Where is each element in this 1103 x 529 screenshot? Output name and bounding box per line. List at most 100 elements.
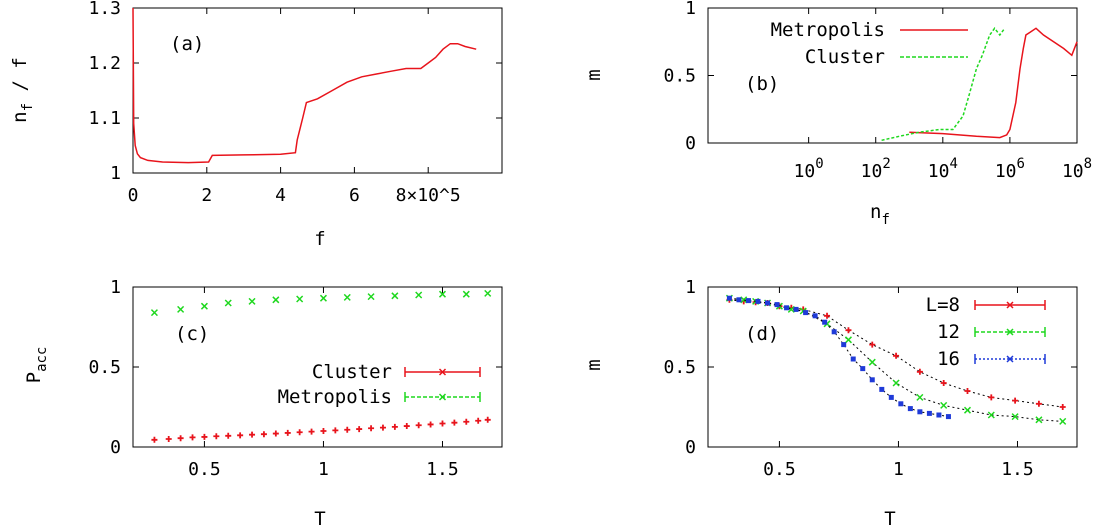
data-point: [332, 427, 339, 434]
x-tick-label: 0: [128, 185, 139, 206]
data-point: [319, 294, 327, 302]
data-point: [439, 420, 446, 427]
data-point: [368, 425, 375, 432]
data-point: [893, 352, 900, 359]
data-point: [860, 366, 866, 372]
data-point: [745, 298, 751, 304]
legend-label: L=8: [926, 294, 960, 316]
y-tick-label: 0: [685, 133, 696, 154]
panel-b: 100 102 104 106 108 0 0.5 1 nf m (b) Metropolis Clus…: [583, 0, 1092, 228]
x-axis-label: f: [314, 228, 325, 250]
data-point: [831, 329, 837, 335]
data-point: [850, 356, 856, 362]
data-point: [1035, 400, 1042, 407]
data-point: [936, 412, 942, 418]
y-tick-label: 0.5: [663, 357, 696, 378]
data-point: [812, 313, 818, 319]
data-point: [201, 433, 208, 440]
panel-c: 0.5 1 1.5 0 0.5 1 T Pacc (c) Cluster Metropolis: [23, 277, 503, 529]
data-point: [213, 433, 220, 440]
data-point: [916, 393, 924, 401]
x-tick-label: 108: [1062, 156, 1092, 182]
y-tick-label: 0.5: [88, 357, 121, 378]
data-point: [740, 296, 748, 304]
data-point: [803, 310, 809, 316]
data-point: [189, 434, 196, 441]
data-point: [463, 418, 470, 425]
data-point: [916, 368, 923, 375]
data-point: [822, 319, 828, 325]
legend-marker: [1006, 355, 1014, 363]
data-point: [988, 394, 995, 401]
data-point: [200, 302, 208, 310]
y-tick-label: 0: [685, 437, 696, 458]
y-axis-label: nf / f: [9, 57, 36, 123]
data-point: [888, 394, 894, 400]
data-point: [248, 297, 256, 305]
x-tick-label: 8×10^5: [396, 185, 461, 206]
data-point: [945, 414, 951, 420]
series-l-8: [726, 296, 1066, 410]
legend-marker: [438, 368, 447, 376]
data-point: [726, 295, 732, 301]
x-tick-label: 1: [318, 459, 329, 480]
data-point: [367, 293, 375, 301]
x-tick-label: 1: [893, 459, 904, 480]
y-axis-label: m: [583, 69, 605, 80]
series-metropolis: [150, 289, 492, 317]
data-point: [774, 302, 780, 308]
data-point: [844, 336, 852, 344]
series-16: [726, 295, 951, 420]
y-tick-label: 1.2: [88, 53, 121, 74]
data-point: [415, 422, 422, 429]
data-point: [845, 327, 852, 334]
panel-label: (a): [170, 33, 204, 55]
x-axis-label: T: [314, 508, 325, 529]
series-0: [132, 7, 477, 164]
data-point: [484, 416, 491, 423]
data-point: [892, 379, 900, 387]
legend-label: Cluster: [805, 46, 885, 68]
data-point: [151, 436, 158, 443]
data-point: [177, 435, 184, 442]
series-cluster: [151, 416, 491, 443]
y-tick-label: 1: [110, 277, 121, 298]
y-tick-label: 0: [110, 437, 121, 458]
data-point: [427, 421, 434, 428]
data-point: [284, 429, 291, 436]
data-point: [391, 423, 398, 430]
data-point: [755, 298, 761, 304]
data-point: [150, 309, 158, 317]
data-point: [403, 423, 410, 430]
x-tick-label: 0.5: [188, 459, 221, 480]
data-point: [1059, 417, 1067, 425]
data-point: [940, 380, 947, 386]
data-point: [272, 430, 279, 437]
series-12: [725, 294, 1067, 425]
data-point: [260, 431, 267, 438]
data-point: [824, 312, 831, 319]
series-metropolis: [909, 27, 1078, 139]
data-point: [249, 431, 256, 438]
plot-frame: [707, 286, 1078, 448]
data-point: [784, 305, 790, 311]
data-point: [379, 424, 386, 431]
data-point: [462, 290, 470, 298]
data-point: [272, 296, 280, 304]
legend-marker: [438, 393, 447, 401]
x-tick-label: 100: [794, 156, 824, 182]
x-tick-label: 106: [995, 156, 1025, 182]
data-point: [165, 436, 172, 442]
data-point: [898, 401, 904, 407]
data-point: [237, 432, 244, 439]
legend-label: Metropolis: [771, 19, 885, 41]
data-point: [320, 428, 327, 434]
data-point: [787, 305, 795, 313]
data-point: [356, 426, 363, 433]
series-line: [132, 7, 477, 164]
panel-label: (b): [745, 73, 779, 95]
data-point: [907, 406, 913, 412]
data-point: [177, 305, 185, 313]
data-point: [308, 428, 315, 435]
data-point: [793, 306, 799, 312]
